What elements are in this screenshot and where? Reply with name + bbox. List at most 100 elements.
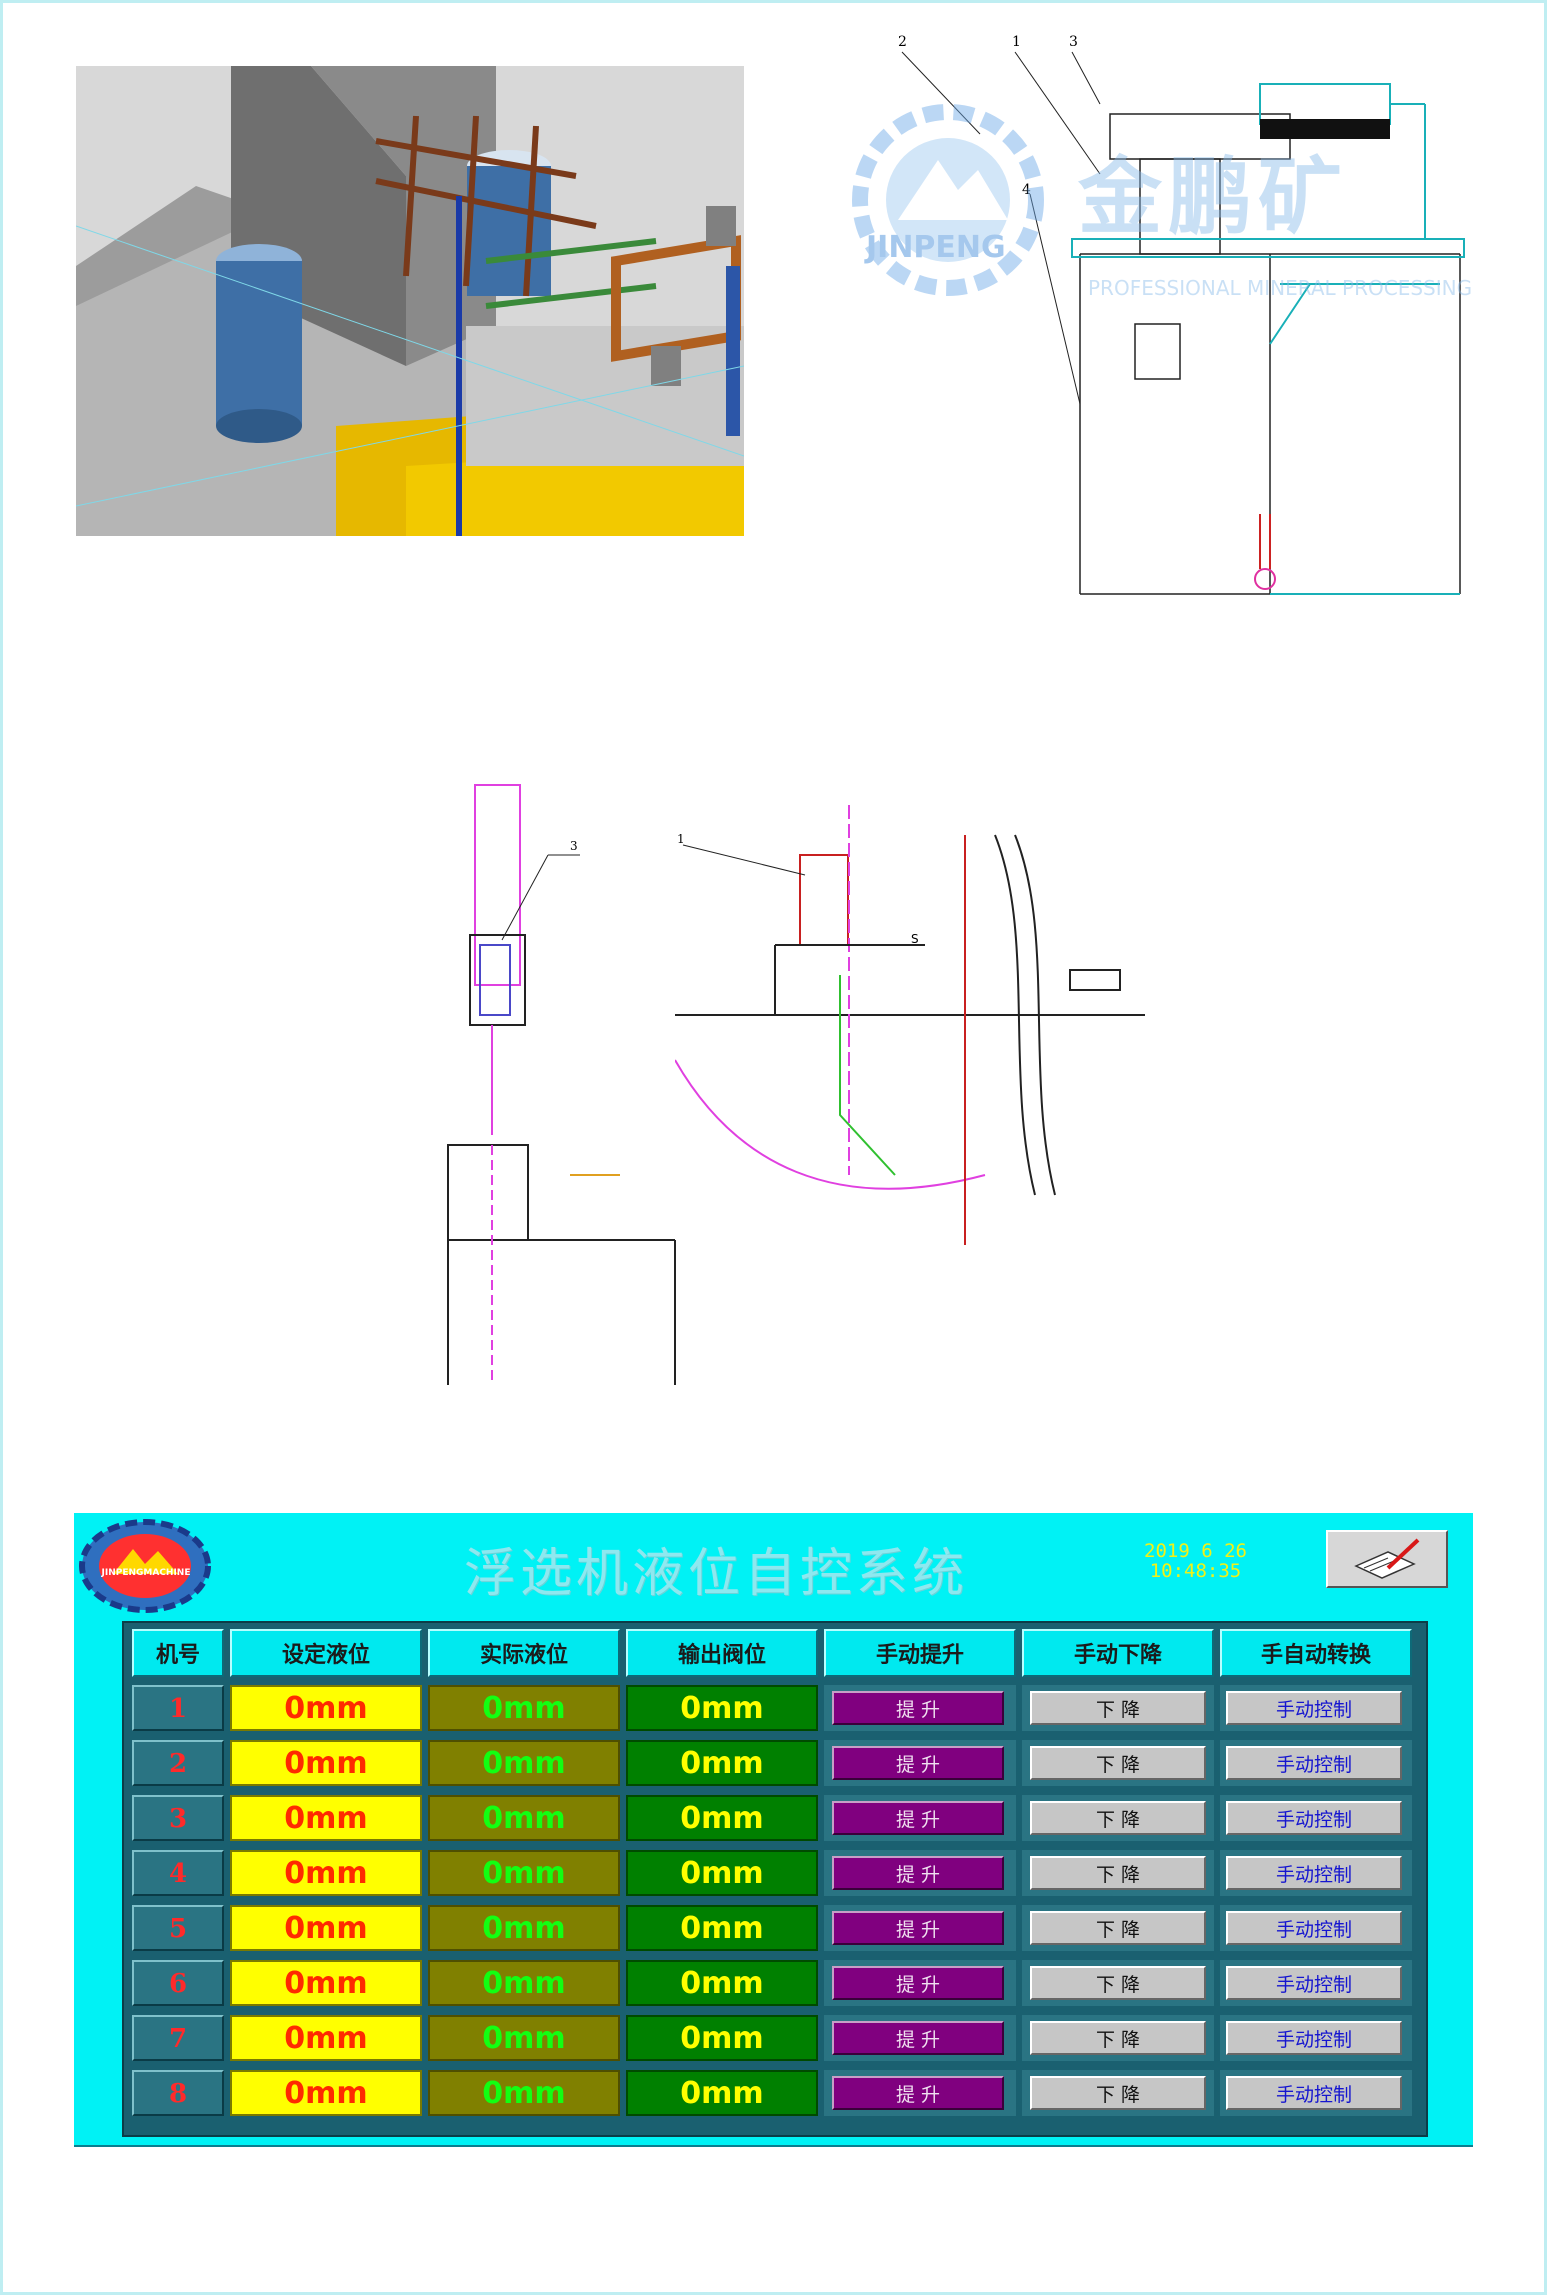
lift-cell: 提 升 (824, 1905, 1016, 1951)
system-title: 浮选机液位自控系统 (464, 1544, 969, 1604)
lower-button[interactable]: 下 降 (1030, 1911, 1206, 1945)
machine-number: 5 (132, 1905, 224, 1951)
callout-1-detail: 1 (677, 832, 685, 846)
set-level-value[interactable]: 0mm (230, 2070, 422, 2116)
lower-cell: 下 降 (1022, 1960, 1214, 2006)
header-actual-level: 实际液位 (428, 1629, 620, 1677)
mode-button[interactable]: 手动控制 (1226, 2021, 1402, 2055)
lift-button[interactable]: 提 升 (832, 2021, 1004, 2055)
actual-level-value: 0mm (428, 1960, 620, 2006)
lift-button[interactable]: 提 升 (832, 1691, 1004, 1725)
lift-cell: 提 升 (824, 2070, 1016, 2116)
lower-cell: 下 降 (1022, 2070, 1214, 2116)
logo-text: JINPENGMACHINE (101, 1568, 191, 1578)
lower-cell: 下 降 (1022, 1740, 1214, 1786)
set-level-value[interactable]: 0mm (230, 2015, 422, 2061)
mark-s: S (911, 932, 919, 946)
actual-level-value: 0mm (428, 2015, 620, 2061)
detail-drawing-right: 1 S (675, 805, 1145, 1245)
lower-button[interactable]: 下 降 (1030, 1856, 1206, 1890)
mode-button[interactable]: 手动控制 (1226, 1911, 1402, 1945)
callout-4: 4 (1022, 182, 1031, 198)
set-level-value[interactable]: 0mm (230, 1850, 422, 1896)
output-valve-value: 0mm (626, 1905, 818, 1951)
machine-number: 4 (132, 1850, 224, 1896)
header-manual-lift: 手动提升 (824, 1629, 1016, 1677)
actual-level-value: 0mm (428, 1905, 620, 1951)
machine-number: 7 (132, 2015, 224, 2061)
mode-cell: 手动控制 (1220, 2070, 1412, 2116)
mode-button[interactable]: 手动控制 (1226, 1746, 1402, 1780)
lower-button[interactable]: 下 降 (1030, 1966, 1206, 2000)
set-level-value[interactable]: 0mm (230, 1685, 422, 1731)
mode-cell: 手动控制 (1220, 1795, 1412, 1841)
machine-number: 2 (132, 1740, 224, 1786)
lift-button[interactable]: 提 升 (832, 1801, 1004, 1835)
mode-cell: 手动控制 (1220, 1905, 1412, 1951)
lower-button[interactable]: 下 降 (1030, 1691, 1206, 1725)
mode-button[interactable]: 手动控制 (1226, 1801, 1402, 1835)
lower-button[interactable]: 下 降 (1030, 1801, 1206, 1835)
lift-cell: 提 升 (824, 1960, 1016, 2006)
machine-number: 8 (132, 2070, 224, 2116)
notepad-pen-icon (1354, 1538, 1420, 1579)
lift-button[interactable]: 提 升 (832, 2076, 1004, 2110)
date: 2019 6 26 (1144, 1540, 1247, 1562)
output-valve-value: 0mm (626, 2015, 818, 2061)
header-output-valve: 输出阀位 (626, 1629, 818, 1677)
header-set-level: 设定液位 (230, 1629, 422, 1677)
lift-cell: 提 升 (824, 1685, 1016, 1731)
output-valve-value: 0mm (626, 1850, 818, 1896)
lower-button[interactable]: 下 降 (1030, 2076, 1206, 2110)
machine-number: 1 (132, 1685, 224, 1731)
set-level-value[interactable]: 0mm (230, 1795, 422, 1841)
lower-cell: 下 降 (1022, 1905, 1214, 1951)
actual-level-value: 0mm (428, 1850, 620, 1896)
header-manual-lower: 手动下降 (1022, 1629, 1214, 1677)
mode-button[interactable]: 手动控制 (1226, 2076, 1402, 2110)
detail-drawing-left: 3 (447, 784, 676, 1385)
lift-button[interactable]: 提 升 (832, 1856, 1004, 1890)
lift-button[interactable]: 提 升 (832, 1966, 1004, 2000)
actual-level-value: 0mm (428, 2070, 620, 2116)
lift-button[interactable]: 提 升 (832, 1911, 1004, 1945)
front-view-drawing: 2 1 3 4 (898, 34, 1465, 595)
lower-cell: 下 降 (1022, 1795, 1214, 1841)
mode-button[interactable]: 手动控制 (1226, 1966, 1402, 2000)
callout-3: 3 (1069, 34, 1078, 50)
output-valve-value: 0mm (626, 1960, 818, 2006)
scada-panel: JINPENGMACHINE 浮选机液位自控系统 2019 6 26 10:48… (74, 1513, 1473, 2147)
lower-button[interactable]: 下 降 (1030, 2021, 1206, 2055)
output-valve-value: 0mm (626, 1795, 818, 1841)
isometric-view-image (76, 66, 744, 536)
set-level-value[interactable]: 0mm (230, 1740, 422, 1786)
mode-cell: 手动控制 (1220, 1740, 1412, 1786)
lift-cell: 提 升 (824, 1850, 1016, 1896)
actual-level-value: 0mm (428, 1740, 620, 1786)
mode-cell: 手动控制 (1220, 2015, 1412, 2061)
actual-level-value: 0mm (428, 1795, 620, 1841)
watermark-brand: JINPENG (866, 230, 1006, 265)
datetime: 2019 6 26 10:48:35 (1144, 1541, 1247, 1581)
lift-button[interactable]: 提 升 (832, 1746, 1004, 1780)
watermark-slogan: PROFESSIONAL MINERAL PROCESSING (1088, 276, 1473, 300)
jinpeng-machine-logo (79, 1519, 211, 1613)
mode-button[interactable]: 手动控制 (1226, 1856, 1402, 1890)
time: 10:48:35 (1149, 1560, 1242, 1582)
output-valve-value: 0mm (626, 1685, 818, 1731)
set-level-value[interactable]: 0mm (230, 1905, 422, 1951)
edit-notes-button[interactable] (1326, 1530, 1448, 1588)
watermark: JINPENG 金鹏矿 PROFESSIONAL MINERAL PROCESS… (848, 100, 1488, 340)
watermark-cn: 金鹏矿 (1078, 148, 1349, 246)
set-level-value[interactable]: 0mm (230, 1960, 422, 2006)
mode-button[interactable]: 手动控制 (1226, 1691, 1402, 1725)
output-valve-value: 0mm (626, 1740, 818, 1786)
callout-3-detail: 3 (570, 839, 578, 853)
jinpeng-gear-logo (852, 104, 1044, 296)
lower-cell: 下 降 (1022, 2015, 1214, 2061)
header-machine-no: 机号 (132, 1629, 224, 1677)
lower-button[interactable]: 下 降 (1030, 1746, 1206, 1780)
lift-cell: 提 升 (824, 1740, 1016, 1786)
machine-table: 机号 设定液位 实际液位 输出阀位 手动提升 手动下降 手自动转换 1 0mm 0m… (122, 1621, 1428, 2137)
